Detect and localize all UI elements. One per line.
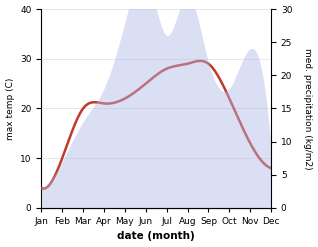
Y-axis label: med. precipitation (kg/m2): med. precipitation (kg/m2) bbox=[303, 48, 313, 169]
X-axis label: date (month): date (month) bbox=[117, 231, 195, 242]
Y-axis label: max temp (C): max temp (C) bbox=[5, 77, 15, 140]
